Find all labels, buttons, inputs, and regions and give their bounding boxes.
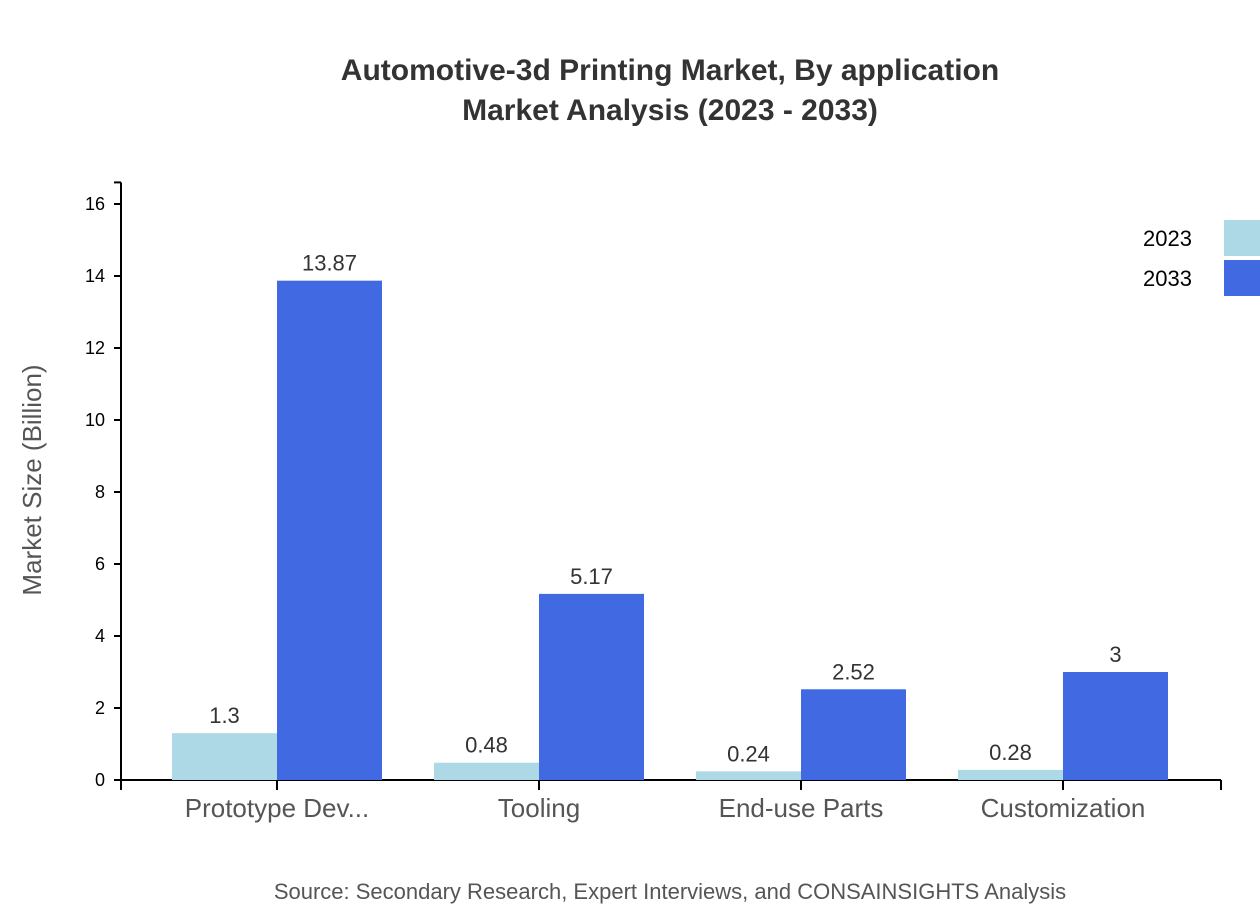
- data-label: 3: [1109, 642, 1121, 667]
- legend: 2023 2033: [1143, 220, 1260, 296]
- x-tick-label: End-use Parts: [719, 793, 884, 823]
- chart-subtitle: Market Analysis (2023 - 2033): [462, 94, 878, 127]
- bar-2023: [434, 762, 539, 780]
- legend-swatch-2023: [1224, 220, 1260, 256]
- x-tick-label: Customization: [981, 793, 1146, 823]
- y-tick-label: 12: [85, 338, 105, 358]
- y-tick-label: 4: [95, 626, 105, 646]
- chart-title: Automotive-3d Printing Market, By applic…: [341, 54, 999, 87]
- data-label: 0.28: [989, 740, 1032, 765]
- data-label: 0.48: [465, 733, 508, 758]
- bar-2033: [539, 593, 644, 780]
- axes: 0 2 4 6 8 10 12 14 16 Prototype Dev... Tooling End-…: [85, 181, 1222, 823]
- bar-2023: [696, 771, 801, 780]
- data-label: 0.24: [727, 741, 770, 766]
- legend-label: 2033: [1143, 266, 1192, 291]
- y-tick-label: 10: [85, 410, 105, 430]
- legend-label: 2023: [1143, 226, 1192, 251]
- y-tick-label: 0: [95, 770, 105, 790]
- x-tick-label: Tooling: [498, 793, 580, 823]
- bar-2033: [801, 689, 906, 780]
- y-tick-label: 2: [95, 698, 105, 718]
- data-label: 13.87: [302, 251, 357, 276]
- data-label: 2.52: [832, 659, 875, 684]
- x-tick-label: Prototype Dev...: [185, 793, 370, 823]
- bar-2023: [172, 733, 277, 780]
- y-axis-label: Market Size (Billion): [17, 364, 47, 595]
- y-tick-label: 6: [95, 554, 105, 574]
- data-label: 1.3: [209, 703, 240, 728]
- y-tick-label: 14: [85, 266, 105, 286]
- bars: 1.3 13.87 0.48 5.17 0.24 2.52 0.28 3: [172, 251, 1168, 780]
- y-tick-label: 16: [85, 194, 105, 214]
- data-label: 5.17: [570, 564, 613, 589]
- legend-swatch-2033: [1224, 260, 1260, 296]
- bar-2033: [277, 280, 382, 780]
- y-tick-label: 8: [95, 482, 105, 502]
- bar-2023: [958, 769, 1063, 780]
- source-note: Source: Secondary Research, Expert Inter…: [274, 879, 1066, 904]
- bar-2033: [1063, 672, 1168, 780]
